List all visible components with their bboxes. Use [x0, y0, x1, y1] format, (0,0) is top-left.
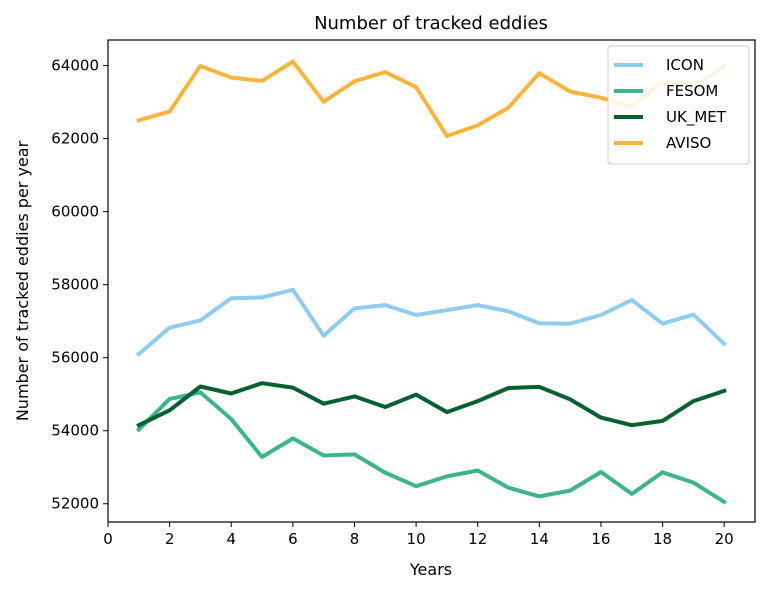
legend-label-icon: ICON: [666, 56, 704, 74]
y-tick-label: 64000: [51, 57, 99, 75]
series-line-icon: [135, 287, 728, 357]
legend-box: [607, 45, 750, 165]
y-tick-label: 62000: [51, 130, 99, 148]
x-tick-label: 10: [407, 530, 426, 548]
y-axis-label: Number of tracked eddies per year: [13, 140, 32, 421]
x-axis: 0 2 4 6 8 10 12 14 16 18 20: [103, 522, 734, 548]
x-tick-label: 20: [715, 530, 734, 548]
legend-label-aviso: AVISO: [666, 134, 711, 152]
y-tick-label: 52000: [51, 495, 99, 513]
x-tick-label: 4: [226, 530, 236, 548]
chart-title: Number of tracked eddies: [314, 13, 548, 34]
y-axis: 52000 54000 56000 58000 60000 62000 64000: [51, 57, 108, 513]
plot-area-frame: [107, 39, 756, 523]
y-tick-label: 60000: [51, 203, 99, 221]
x-tick-label: 0: [103, 530, 113, 548]
x-tick-label: 18: [653, 530, 672, 548]
legend-label-uk-met: UK_MET: [666, 108, 727, 127]
series-line-uk-met: [136, 381, 727, 428]
legend: ICON FESOM UK_MET AVISO: [607, 45, 750, 165]
x-tick-label: 2: [165, 530, 175, 548]
x-tick-label: 16: [591, 530, 610, 548]
x-tick-label: 14: [530, 530, 549, 548]
y-tick-label: 54000: [51, 422, 99, 440]
x-tick-label: 6: [288, 530, 298, 548]
x-tick-label: 8: [350, 530, 360, 548]
legend-label-fesom: FESOM: [666, 82, 718, 100]
x-axis-label: Years: [409, 560, 452, 579]
y-tick-label: 58000: [51, 276, 99, 294]
y-tick-label: 56000: [51, 349, 99, 367]
x-tick-label: 12: [468, 530, 487, 548]
series-layer: [135, 59, 728, 505]
series-line-fesom: [135, 390, 727, 505]
